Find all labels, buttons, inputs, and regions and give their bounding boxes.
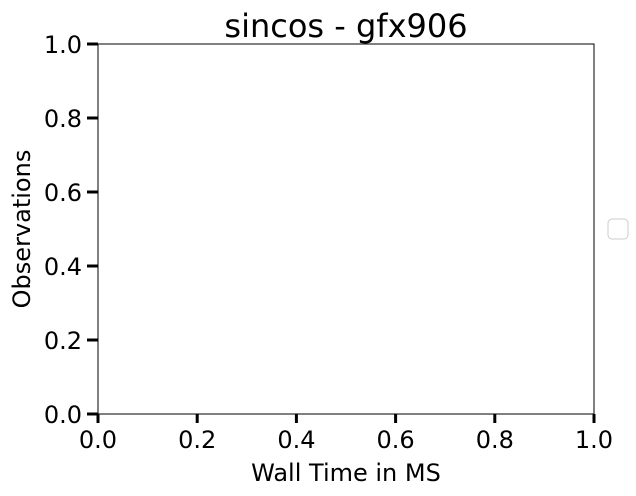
legend-box [607, 218, 629, 240]
y-tick-label: 0.0 [44, 401, 82, 429]
y-axis-label: Observations [8, 150, 36, 309]
y-tick-label: 0.4 [44, 253, 82, 281]
x-axis-label: Wall Time in MS [251, 459, 441, 487]
y-tick-label: 0.6 [44, 179, 82, 207]
x-tick-label: 0.2 [178, 426, 216, 454]
y-tick-label: 1.0 [44, 31, 82, 59]
chart-title: sincos - gfx906 [224, 7, 467, 45]
plot-area [97, 43, 595, 415]
x-tick-label: 0.6 [377, 426, 415, 454]
x-axis: 0.0 0.2 0.4 0.6 0.8 1.0 [79, 414, 613, 454]
x-tick-label: 0.8 [476, 426, 514, 454]
y-tick-label: 0.8 [44, 105, 82, 133]
x-tick-label: 0.4 [277, 426, 315, 454]
x-tick-label: 1.0 [575, 426, 613, 454]
y-tick-label: 0.2 [44, 327, 82, 355]
y-axis: 0.0 0.2 0.4 0.6 0.8 1.0 [44, 31, 98, 429]
x-tick-label: 0.0 [79, 426, 117, 454]
